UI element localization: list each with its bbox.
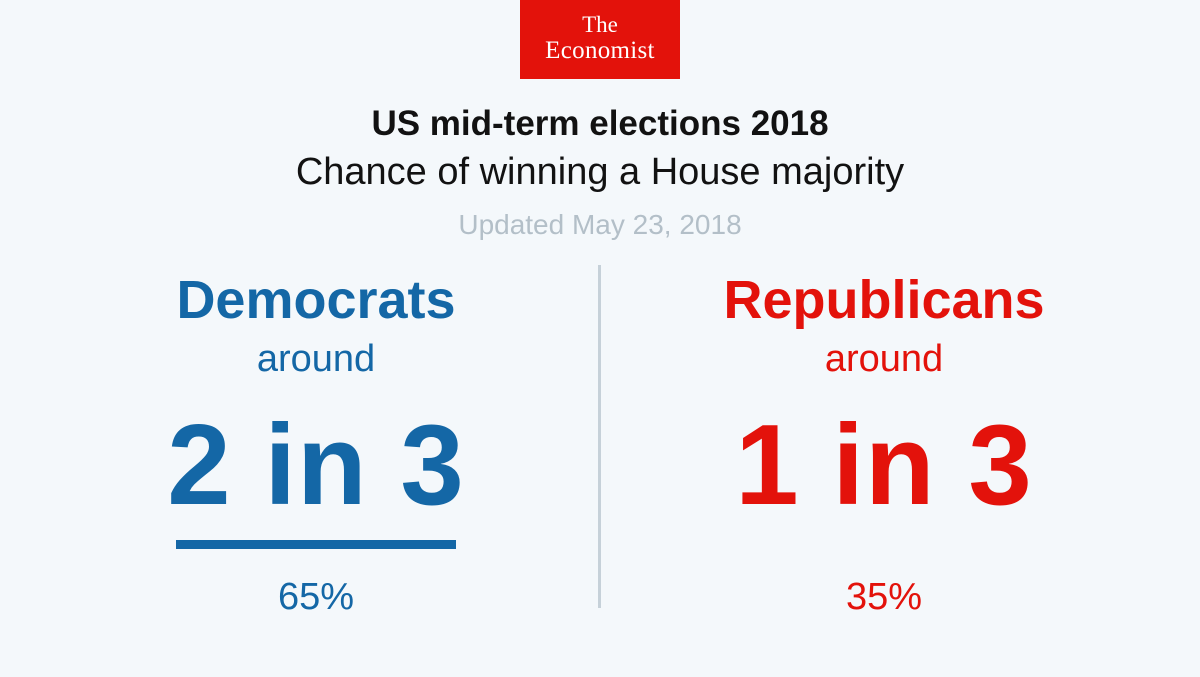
favourite-underline [176,540,456,549]
logo-line-the: The [582,12,618,37]
republicans-qualifier: around [824,338,944,380]
economist-logo[interactable]: The Economist [520,0,680,79]
column-divider [598,265,601,608]
democrats-percent: 65% [277,576,355,618]
republicans-odds: 1 in 3 [735,402,1033,529]
republicans-percent: 35% [845,576,923,618]
republicans-label: Republicans [723,270,1045,330]
chart-subtitle: Chance of winning a House majority [295,151,905,193]
democrats-label: Democrats [176,270,456,330]
democrats-odds: 2 in 3 [167,402,465,529]
logo-line-economist: Economist [545,37,655,64]
democrats-qualifier: around [256,338,376,380]
chart-title: US mid-term elections 2018 [371,104,829,143]
updated-date: Updated May 23, 2018 [458,209,742,240]
